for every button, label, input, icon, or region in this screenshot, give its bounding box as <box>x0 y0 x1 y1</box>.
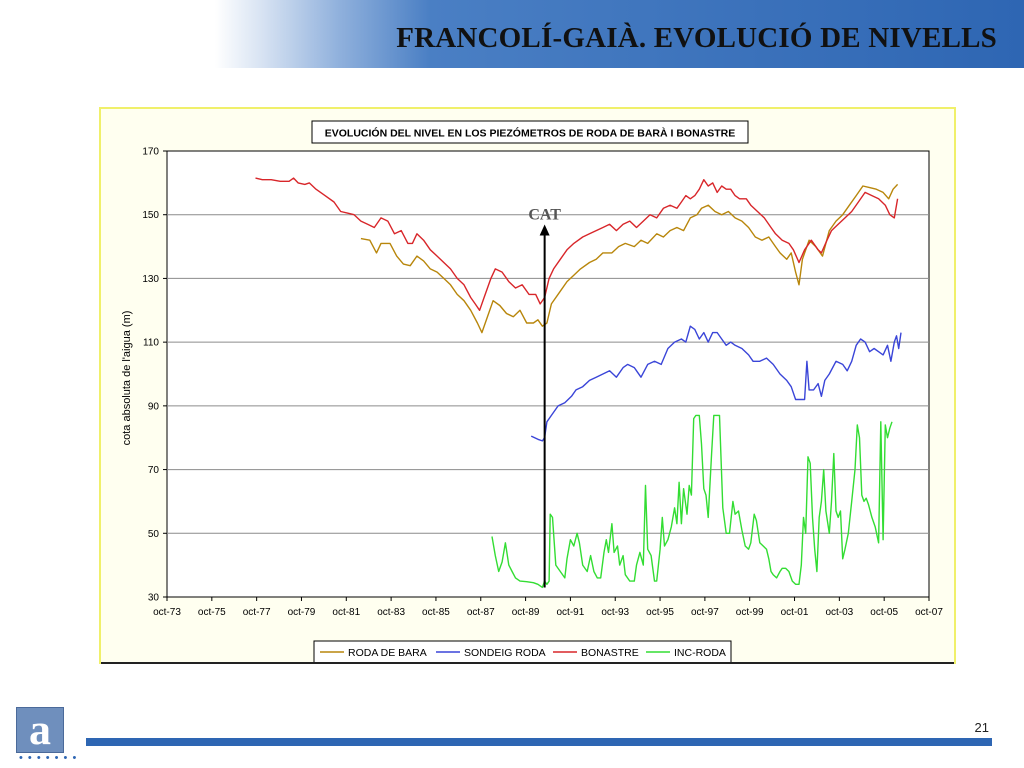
x-tick-label: oct-99 <box>736 607 764 618</box>
x-tick-label: oct-87 <box>467 607 495 618</box>
level-evolution-chart: EVOLUCIÓN DEL NIVEL EN LOS PIEZÓMETROS D… <box>121 120 943 662</box>
legend-label: RODA DE BARA <box>348 647 427 659</box>
page-number: 21 <box>974 720 989 735</box>
x-tick-label: oct-75 <box>198 607 226 618</box>
series-line-bonastre <box>255 177 899 311</box>
x-tick-label: oct-93 <box>601 607 629 618</box>
x-tick-label: oct-97 <box>691 607 719 618</box>
footer-bar <box>86 738 992 746</box>
x-tick-label: oct-01 <box>781 607 809 618</box>
series-line-sondeig-roda <box>530 325 902 442</box>
x-tick-label: oct-89 <box>512 607 540 618</box>
y-tick-label: 150 <box>142 210 159 221</box>
legend: RODA DE BARA SONDEIG RODA BONASTRE INC-RODA <box>320 647 726 659</box>
series-line-inc-roda <box>491 414 893 589</box>
y-tick-label: 30 <box>148 593 160 604</box>
chart-frame: EVOLUCIÓN DEL NIVEL EN LOS PIEZÓMETROS D… <box>99 107 956 664</box>
logo-dots-decoration: • • • • • • • <box>19 752 78 764</box>
y-tick-label: 130 <box>142 274 159 285</box>
y-axis-label: cota absoluta de l'aigua (m) <box>121 311 133 446</box>
x-tick-label: oct-07 <box>915 607 943 618</box>
y-tick-label: 170 <box>142 147 159 158</box>
x-tick-label: oct-05 <box>870 607 898 618</box>
legend-label: BONASTRE <box>581 647 639 659</box>
y-tick-label: 70 <box>148 465 160 476</box>
logo-letter: a <box>29 705 51 754</box>
plot-layer: 30 50 70 90 110 130 150 170 oct-73 oct-75 oct-77 oc… <box>142 147 943 619</box>
header-band <box>0 0 1024 68</box>
x-tick-label: oct-91 <box>557 607 585 618</box>
plot-area <box>166 150 930 598</box>
x-tick-label: oct-85 <box>422 607 450 618</box>
chart-bottom-rule <box>101 662 954 664</box>
x-tick-label: oct-77 <box>243 607 271 618</box>
annotation-label: CAT <box>528 206 561 223</box>
y-tick-label: 90 <box>148 401 160 412</box>
legend-label: SONDEIG RODA <box>464 647 546 659</box>
logo: a <box>16 705 64 754</box>
legend-label: INC-RODA <box>674 647 726 659</box>
chart-title-box <box>311 120 749 144</box>
x-tick-label: oct-83 <box>377 607 405 618</box>
slide-title: FRANCOLÍ-GAIÀ. EVOLUCIÓ DE NIVELLS <box>396 22 997 54</box>
y-tick-label: 110 <box>143 338 159 349</box>
x-tick-label: oct-79 <box>288 607 316 618</box>
x-tick-label: oct-73 <box>153 607 181 618</box>
x-tick-label: oct-95 <box>646 607 674 618</box>
x-tick-label: oct-81 <box>332 607 360 618</box>
chart-title: EVOLUCIÓN DEL NIVEL EN LOS PIEZÓMETROS D… <box>325 127 736 140</box>
y-tick-label: 50 <box>148 529 160 540</box>
annotation-arrowhead <box>539 224 550 236</box>
legend-box <box>313 640 732 662</box>
x-tick-label: oct-03 <box>825 607 853 618</box>
